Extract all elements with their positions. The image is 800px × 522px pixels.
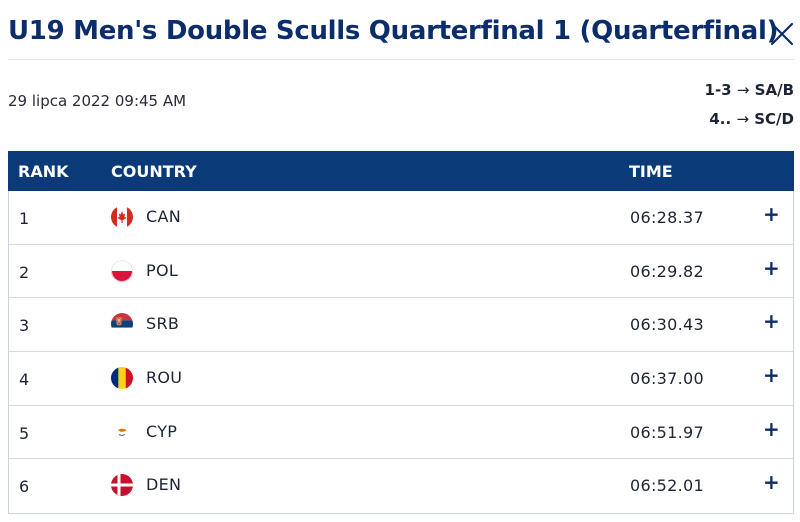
- progression-rules: 1-3 → SA/B 4.. → SC/D: [705, 76, 794, 134]
- table-row: 2 POL 06:29.82 +: [9, 245, 793, 299]
- flag-denmark-icon: [111, 474, 133, 497]
- table-row: 1 CAN 06:28.37 +: [9, 191, 793, 245]
- table-row: 6 DEN 06:52.01 +: [9, 459, 793, 513]
- column-header-country: COUNTRY: [111, 161, 197, 181]
- progression-range: 4..: [709, 110, 732, 128]
- country-code: DEN: [146, 475, 182, 495]
- rank-cell: 3: [19, 316, 30, 336]
- close-button[interactable]: [768, 20, 796, 48]
- expand-row-button[interactable]: +: [763, 470, 780, 495]
- flag-romania-icon: [111, 367, 133, 390]
- rank-cell: 6: [19, 477, 30, 497]
- flag-serbia-icon: [111, 313, 133, 336]
- expand-row-button[interactable]: +: [763, 255, 780, 280]
- expand-row-button[interactable]: +: [763, 202, 780, 226]
- country-code: CYP: [146, 421, 178, 441]
- country-code: ROU: [146, 368, 183, 388]
- progression-target: SC/D: [754, 110, 794, 128]
- time-cell: 06:37.00: [630, 369, 704, 389]
- country-code: SRB: [146, 314, 180, 334]
- rank-cell: 1: [19, 209, 30, 228]
- time-cell: 06:52.01: [630, 476, 704, 496]
- time-cell: 06:28.37: [630, 208, 704, 227]
- expand-row-button[interactable]: +: [763, 416, 780, 441]
- column-header-rank: RANK: [18, 161, 69, 181]
- arrow-right-icon: →: [736, 81, 750, 99]
- page-title: U19 Men's Double Sculls Quarterfinal 1 (…: [8, 16, 779, 46]
- table-row: 5 CYP 06:51.97 +: [9, 406, 793, 460]
- country-code: CAN: [146, 207, 181, 226]
- flag-poland-icon: [111, 259, 133, 282]
- rank-cell: 2: [19, 262, 30, 282]
- country-code: POL: [146, 260, 179, 280]
- expand-row-button[interactable]: +: [763, 363, 780, 388]
- table-header: RANK COUNTRY TIME: [8, 151, 794, 191]
- table-row: 4 ROU 06:37.00 +: [9, 352, 793, 406]
- race-date: 29 lipca 2022 09:45 AM: [8, 92, 187, 110]
- time-cell: 06:51.97: [630, 422, 704, 442]
- time-cell: 06:29.82: [630, 261, 704, 281]
- header-divider: [8, 59, 794, 60]
- column-header-time: TIME: [629, 161, 673, 181]
- progression-rule: 4.. → SC/D: [705, 105, 794, 134]
- table-body: 1 CAN 06:28.37 + 2: [8, 191, 794, 515]
- table-row: 3 SRB 06:30.43 +: [9, 298, 793, 353]
- rank-cell: 5: [19, 423, 30, 443]
- expand-row-button[interactable]: +: [763, 309, 780, 334]
- progression-target: SA/B: [754, 81, 794, 99]
- arrow-right-icon: →: [736, 110, 750, 128]
- flag-canada-icon: [111, 206, 133, 228]
- results-table: RANK COUNTRY TIME 1 CAN 06:28.37 +: [8, 151, 794, 515]
- time-cell: 06:30.43: [630, 315, 704, 335]
- rank-cell: 4: [19, 370, 30, 390]
- close-icon: [770, 22, 794, 46]
- flag-cyprus-icon: [111, 420, 133, 443]
- progression-range: 1-3: [704, 81, 732, 99]
- progression-rule: 1-3 → SA/B: [705, 76, 794, 105]
